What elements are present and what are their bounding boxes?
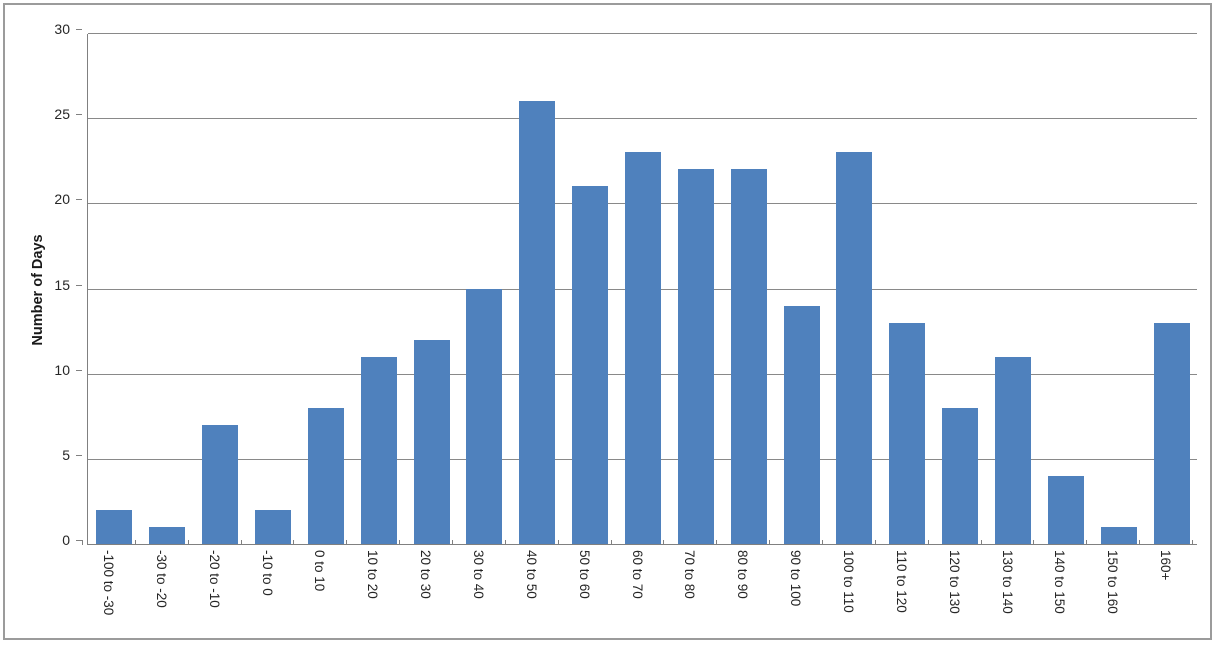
bar (96, 509, 133, 544)
x-axis-tick (822, 540, 823, 545)
x-axis-tick (134, 540, 136, 545)
x-axis-tick (452, 540, 453, 545)
bar (730, 169, 767, 544)
y-axis-tick-label: 10 (54, 361, 70, 378)
bar (202, 424, 239, 544)
x-axis-label: -20 to -10 (206, 550, 222, 608)
gridline (88, 33, 1197, 34)
bar (677, 169, 714, 544)
x-axis-tick (557, 540, 559, 545)
y-axis-tick (76, 454, 82, 456)
x-axis-tick (769, 540, 771, 545)
x-axis-tick (1033, 540, 1035, 545)
bar (783, 305, 820, 544)
x-axis-tick (1192, 540, 1193, 545)
bar (1100, 526, 1137, 544)
plot-area (87, 33, 1197, 545)
bar (466, 288, 503, 544)
x-axis-tick (1086, 540, 1088, 545)
bar (519, 101, 556, 544)
bar (995, 356, 1031, 544)
x-axis-tick (610, 540, 612, 545)
bar (625, 152, 661, 544)
x-axis-label: 50 to 60 (576, 550, 592, 599)
y-axis-tick (76, 540, 82, 541)
x-axis-label: 60 to 70 (629, 550, 645, 599)
x-axis-tick (504, 540, 506, 545)
y-axis-tick-label: 0 (62, 532, 70, 548)
x-axis-tick (346, 540, 348, 545)
x-axis-tick (293, 540, 295, 545)
x-axis-label: 10 to 20 (365, 550, 381, 599)
y-axis-tick-label: 25 (54, 106, 70, 123)
gridline (88, 118, 1197, 120)
x-axis-tick (927, 540, 929, 545)
bar (1153, 322, 1190, 544)
x-axis-label: 120 to 130 (946, 550, 962, 614)
x-axis-label: 140 to 150 (1052, 550, 1068, 614)
y-axis-tick (76, 29, 82, 30)
bar (572, 186, 609, 544)
x-axis-tick (82, 540, 83, 545)
y-axis-tick (76, 114, 82, 116)
x-axis-tick (874, 540, 876, 545)
x-axis-label: 70 to 80 (682, 550, 698, 599)
x-axis-label: -10 to 0 (259, 550, 275, 596)
y-axis-tick (76, 369, 82, 371)
x-axis-tick (716, 540, 718, 545)
x-axis-label: 150 to 160 (1105, 550, 1121, 614)
x-axis-tick (187, 540, 189, 545)
x-axis-tick (399, 540, 401, 545)
x-axis-label: 0 to 10 (312, 550, 328, 592)
x-axis-label: 110 to 120 (893, 550, 909, 613)
y-axis-tick-label: 30 (54, 21, 70, 37)
chart-frame: Number of Days 0 5 10 15 20 25 30 -100 to -30-… (3, 3, 1212, 640)
x-axis-tick (663, 540, 665, 545)
bar (836, 152, 873, 544)
x-axis-label: 30 to 40 (470, 550, 486, 599)
bar (889, 322, 926, 544)
y-axis-tick (76, 199, 82, 201)
x-axis-tick (240, 540, 242, 545)
x-axis-label: 160+ (1158, 550, 1174, 581)
y-axis-tick-label: 20 (54, 191, 70, 208)
bar (360, 356, 397, 544)
bar (149, 526, 186, 544)
x-axis-tick (980, 540, 982, 545)
x-axis-label: 40 to 50 (523, 550, 539, 599)
bar (942, 407, 979, 544)
x-axis-label: 20 to 30 (418, 550, 434, 599)
bar (413, 339, 450, 544)
x-axis-label: -30 to -20 (153, 550, 169, 608)
bar (1047, 475, 1084, 544)
bar (307, 407, 344, 544)
y-axis-tick (76, 284, 82, 286)
bar (255, 509, 291, 544)
x-axis-label: 80 to 90 (735, 550, 751, 599)
y-axis-tick-label: 5 (62, 446, 70, 463)
x-axis-label: 130 to 140 (999, 550, 1015, 614)
y-axis-tick-label: 15 (54, 276, 70, 293)
x-axis-label: 90 to 100 (788, 550, 804, 607)
x-axis-label: 100 to 110 (840, 550, 856, 613)
x-axis-tick (1139, 540, 1141, 545)
x-axis-label: -100 to -30 (100, 550, 116, 616)
